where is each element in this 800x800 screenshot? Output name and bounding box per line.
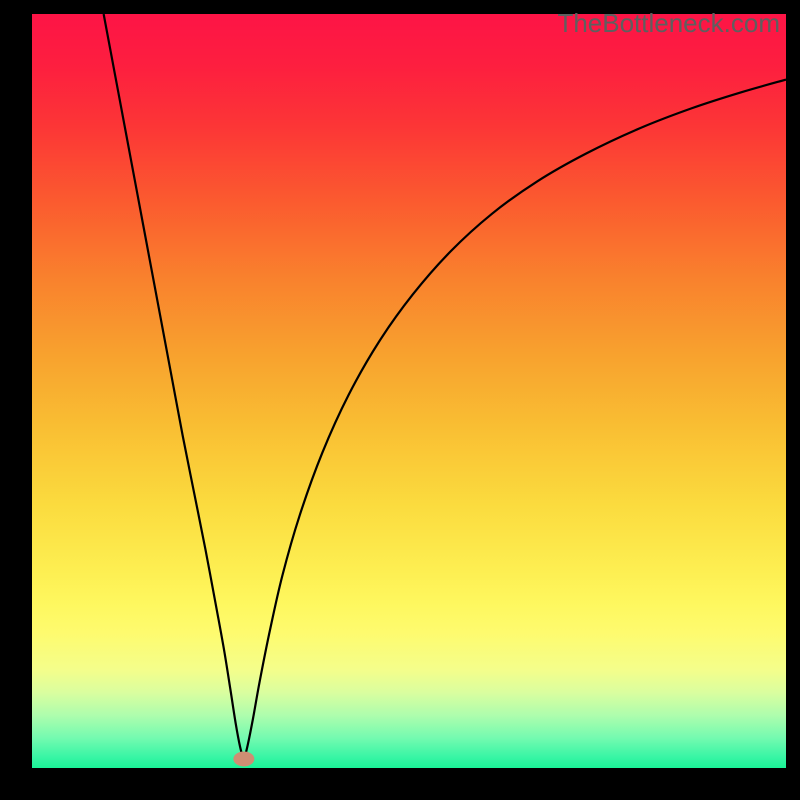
valley-marker bbox=[234, 752, 254, 766]
chart-frame: TheBottleneck.com bbox=[0, 0, 800, 800]
plot-area bbox=[32, 14, 786, 768]
watermark-text: TheBottleneck.com bbox=[557, 8, 780, 39]
gradient-background bbox=[32, 14, 786, 768]
